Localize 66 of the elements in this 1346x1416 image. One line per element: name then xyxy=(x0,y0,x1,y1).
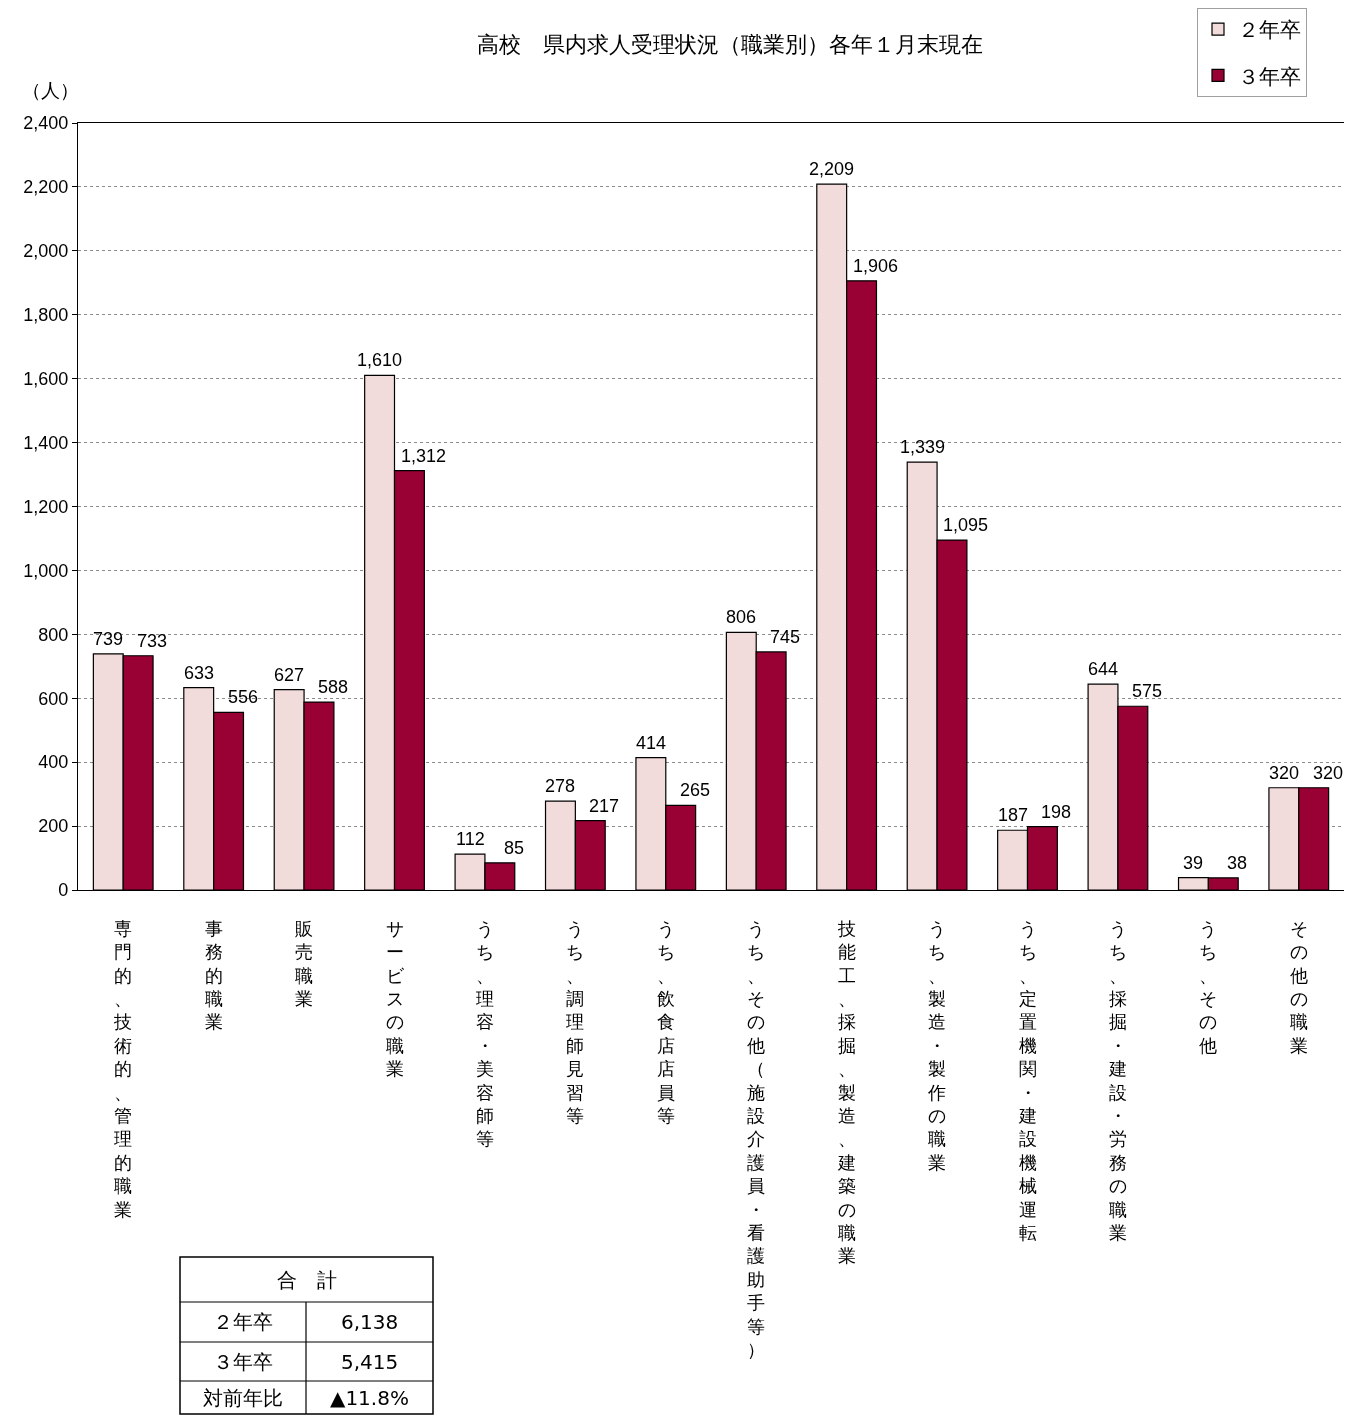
text: 5,415 xyxy=(341,1350,399,1374)
y-tick-label: 800 xyxy=(38,624,69,645)
data-label: 1,312 xyxy=(401,446,447,466)
data-label: 265 xyxy=(680,780,711,800)
category-label: うち、定置機関・建設機械運転 xyxy=(1018,917,1037,1243)
y-tick-label: 2,200 xyxy=(23,177,69,198)
category-label: うち、製造・製作の職業 xyxy=(928,917,947,1173)
text: 合 計 xyxy=(277,1268,337,1292)
category-label: うち、その他（施設介護員・看護助手等） xyxy=(747,917,766,1360)
text: 対前年比 xyxy=(203,1386,283,1410)
data-label: 627 xyxy=(274,665,305,685)
data-label: 1,095 xyxy=(943,515,989,535)
y-axis-title: （人） xyxy=(22,79,79,101)
data-label: 739 xyxy=(93,629,124,649)
y-tick-label: 1,200 xyxy=(23,496,69,517)
x-tick-label: うち、その他 xyxy=(1199,917,1218,1056)
data-label: 85 xyxy=(504,838,525,858)
data-label: 414 xyxy=(636,733,667,753)
legend-label: ２年卒 xyxy=(1238,18,1301,43)
data-label: 198 xyxy=(1041,802,1072,822)
data-label: 1,906 xyxy=(853,256,899,276)
y-tick-label: 400 xyxy=(38,752,69,773)
data-label: 217 xyxy=(589,796,620,816)
x-tick-label: 事務的職業 xyxy=(204,917,223,1033)
y-tick-label: 1,600 xyxy=(23,368,69,389)
data-label: 556 xyxy=(228,687,259,707)
category-label: 技能工、採掘、製造、建築の職業 xyxy=(837,917,856,1267)
data-label: 2,209 xyxy=(809,159,855,179)
text: ３年卒 xyxy=(213,1350,273,1374)
data-label: 575 xyxy=(1132,681,1163,701)
text: 6,138 xyxy=(341,1310,399,1334)
data-label: 278 xyxy=(545,776,576,796)
data-label: 320 xyxy=(1313,763,1344,783)
data-label: 1,339 xyxy=(900,437,946,457)
category-label: 専門的、技術的、管理的職業 xyxy=(114,917,133,1220)
category-label: うち、採掘・建設・労務の職業 xyxy=(1108,917,1127,1243)
category-label: うち、飲食店店員等 xyxy=(656,917,675,1126)
x-tick-label: 販売職業 xyxy=(295,917,314,1009)
y-tick-label: 1,000 xyxy=(23,560,69,581)
data-label: 588 xyxy=(318,677,349,697)
data-label: 806 xyxy=(726,607,757,627)
data-label: 733 xyxy=(137,631,168,651)
legend-label: ３年卒 xyxy=(1238,64,1301,89)
y-tick-label: 2,000 xyxy=(23,241,69,262)
x-tick-label: サービスの職業 xyxy=(385,917,405,1080)
data-label: 644 xyxy=(1088,659,1119,679)
y-tick-label: 600 xyxy=(38,688,69,709)
data-label: 745 xyxy=(770,627,801,647)
data-label: 1,610 xyxy=(357,350,403,370)
data-label: 38 xyxy=(1227,853,1248,873)
category-label: うち、調理師見習等 xyxy=(566,917,585,1126)
category-label: うち、理容・美容師等 xyxy=(475,917,494,1150)
x-tick-label: その他の職業 xyxy=(1289,917,1308,1056)
y-tick-label: 1,800 xyxy=(23,305,69,326)
chart-title: 高校 県内求人受理状況（職業別）各年１月末現在 xyxy=(477,31,983,57)
data-label: 633 xyxy=(184,663,215,683)
text: ▲11.8% xyxy=(330,1386,409,1410)
data-label: 112 xyxy=(456,829,485,849)
y-tick-label: 2,400 xyxy=(23,113,69,134)
data-label: 320 xyxy=(1269,763,1300,783)
data-label: 39 xyxy=(1183,853,1204,873)
data-label: 187 xyxy=(998,805,1029,825)
text: ２年卒 xyxy=(213,1310,273,1334)
y-tick-label: 0 xyxy=(58,880,69,901)
y-tick-label: 200 xyxy=(38,816,69,837)
y-tick-label: 1,400 xyxy=(23,432,69,453)
